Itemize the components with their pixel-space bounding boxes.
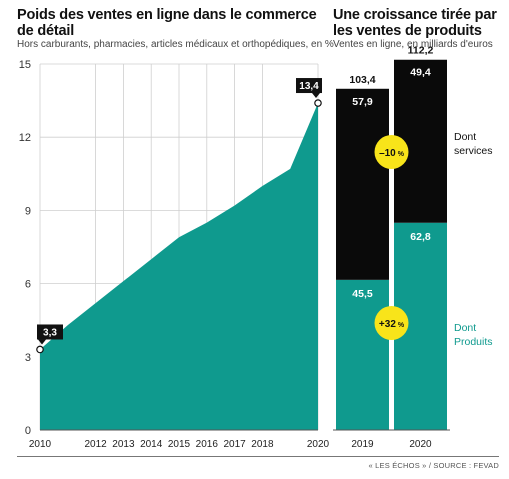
point-label-pointer [312,93,320,99]
x-tick-label: 2020 [409,439,432,450]
legend-services-line1: Dont [454,131,476,143]
area-chart-subtitle: Hors carburants, pharmacies, articles mé… [17,39,334,50]
legend-services-line2: services [454,145,493,157]
point-label-box [296,78,322,94]
bar-segment-produits [336,279,389,430]
services-change-badge [374,135,409,169]
bar-total-label: 103,4 [349,74,375,86]
y-tick-label: 0 [25,425,31,437]
x-tick-label: 2014 [140,439,163,450]
bar-chart-title: Une croissance tirée par les ventes de p… [333,7,497,39]
bar-chart-subtitle: Ventes en ligne, en milliards d'euros [333,39,493,50]
y-tick-label: 12 [19,132,31,144]
point-label-pointer [38,339,46,345]
y-tick-label: 6 [25,279,31,291]
change-badge-label: –10 % [379,148,405,159]
bar-value-label-produits: 62,8 [410,231,431,243]
y-tick-label: 15 [19,59,31,71]
bar-segment-services [336,88,389,280]
x-tick-label: 2015 [168,439,191,450]
point-label-box [37,324,63,340]
x-tick-label: 2016 [196,439,219,450]
legend-produits-line2: Produits [454,336,493,348]
legend-produits-line1: Dont [454,322,476,334]
stacked-bar-chart: 103,4 57,9 45,5 2019 112,2 49,4 62,8 2020 –10 % +… [333,45,493,450]
area-series [40,103,318,430]
area-chart: 0 3 6 9 12 15 2010 2012 2013 2014 2015 2016 2017 2018… [19,59,330,450]
bar-value-label-services: 57,9 [352,96,373,108]
y-tick-label: 3 [25,352,31,364]
x-tick-label: 2017 [223,439,246,450]
x-tick-label: 2018 [251,439,274,450]
y-tick-label: 9 [25,205,31,217]
point-label: 13,4 [299,81,319,92]
bar-total-label: 112,2 [408,45,434,57]
x-tick-label: 2020 [307,439,330,450]
data-point-marker [314,99,322,107]
data-point-marker [36,345,44,354]
bar-value-label-produits: 45,5 [352,288,373,300]
footer-divider [17,456,499,457]
source-note: « LES ÉCHOS » / SOURCE : FEVAD [368,461,499,470]
area-chart-title: Poids des ventes en ligne dans le commer… [17,7,317,39]
bar-value-label-services: 49,4 [410,67,431,79]
produits-change-badge [374,306,409,340]
change-badge-label: +32 % [379,319,405,330]
x-tick-label: 2013 [112,439,135,450]
x-tick-label: 2012 [84,439,107,450]
x-tick-label: 2010 [29,439,52,450]
point-label: 3,3 [43,327,57,338]
x-tick-label: 2019 [351,439,374,450]
